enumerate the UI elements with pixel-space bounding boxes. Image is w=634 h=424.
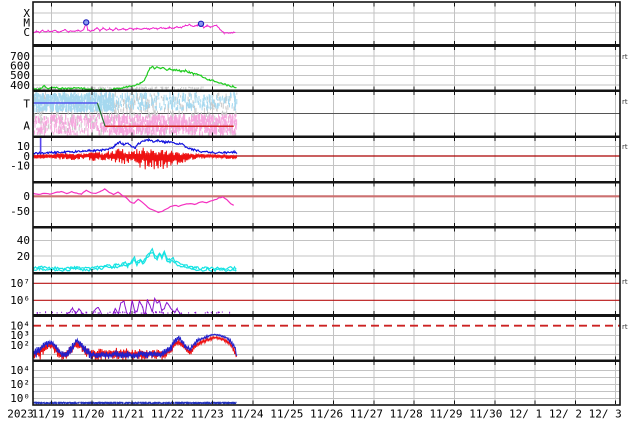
y-tick-label-proton: 10⁴ — [10, 320, 30, 333]
x-tick-label: 11/28 — [390, 408, 423, 421]
y-tick-label-xray: X — [23, 7, 30, 20]
y-tick-label-speed: 500 — [10, 69, 30, 82]
y-tick-label-density: 40 — [17, 234, 30, 247]
y-tick-label-density: 20 — [17, 250, 30, 263]
panel-bz — [33, 137, 620, 170]
y-tick-label-dst: -50 — [10, 205, 30, 218]
realtime-annotation: rt — [622, 98, 628, 106]
y-tick-label-sector: A — [23, 120, 30, 133]
series-sector-toward-scatter-sparse — [115, 92, 238, 111]
series-density-a — [33, 247, 237, 271]
y-tick-label-hep: 10⁰ — [10, 392, 30, 405]
series-sector-away-scatter-dense — [102, 113, 238, 136]
y-tick-label-bz: 0 — [23, 150, 30, 163]
series-solar-wind-speed — [33, 65, 237, 91]
plot-frame — [32, 1, 621, 406]
panel-electron — [33, 282, 620, 315]
realtime-annotation: rt — [622, 143, 628, 151]
panel-sector — [33, 91, 620, 136]
x-tick-label: 11/25 — [270, 408, 303, 421]
panel-dst — [33, 188, 620, 214]
y-tick-label-speed: 400 — [10, 79, 30, 92]
x-tick-label: 11/19 — [31, 408, 64, 421]
series-hep-flux — [33, 401, 237, 405]
x-tick-label: 11/27 — [350, 408, 383, 421]
flare-marker — [82, 19, 90, 26]
y-tick-label-speed: 700 — [10, 50, 30, 63]
y-tick-label-proton: 10² — [10, 339, 30, 352]
x-tick-label: 11/22 — [151, 408, 184, 421]
y-tick-label-hep: 10⁴ — [10, 364, 30, 377]
series-proton-blue — [33, 333, 238, 359]
y-axis-labels: XMC700600500400TA100-100-50402010⁷10⁶10⁴… — [10, 7, 30, 405]
panel-speed — [33, 55, 620, 91]
y-tick-label-bz: -10 — [10, 160, 30, 173]
y-tick-label-xray: M — [23, 16, 30, 29]
x-tick-label: 11/26 — [310, 408, 343, 421]
series-xray-flux — [33, 21, 236, 36]
realtime-annotation: rt — [622, 323, 628, 331]
x-tick-label: 12/ 2 — [549, 408, 582, 421]
panel-hep — [33, 369, 620, 405]
x-tick-label: 12/ 3 — [589, 408, 622, 421]
y-tick-label-speed: 600 — [10, 60, 30, 73]
x-tick-label: 11/24 — [230, 408, 263, 421]
right-annotations: rt rt rt rt rt — [622, 53, 628, 331]
y-tick-label-hep: 10² — [10, 378, 30, 391]
series-density-b — [33, 251, 237, 273]
x-tick-label: 11/23 — [191, 408, 224, 421]
y-tick-label-proton: 10³ — [10, 329, 30, 342]
series-sector-toward-scatter-dense — [33, 92, 115, 113]
x-tick-label: 11/21 — [111, 408, 144, 421]
realtime-annotation: rt — [622, 53, 628, 61]
series-sector-transition-line — [96, 102, 106, 127]
panel-xray — [33, 12, 620, 36]
panel-proton — [33, 324, 620, 361]
x-tick-label: 11/20 — [71, 408, 104, 421]
flare-marker — [197, 20, 205, 27]
panel-boundaries — [33, 44, 620, 363]
realtime-annotation: rt — [622, 278, 628, 286]
x-tick-label: 11/30 — [469, 408, 502, 421]
x-tick-label: 11/29 — [429, 408, 462, 421]
y-tick-label-electron: 10⁶ — [10, 294, 30, 307]
x-tick-label: 12/ 1 — [509, 408, 542, 421]
series-electron-baseline-dots — [36, 311, 231, 314]
series-bz-south — [33, 147, 238, 170]
series-bt-total — [33, 137, 238, 156]
series-dst-index — [33, 188, 234, 214]
year-label: 2023 — [7, 408, 34, 421]
y-tick-label-dst: 0 — [23, 190, 30, 203]
y-tick-label-electron: 10⁷ — [10, 277, 30, 290]
y-tick-label-bz: 10 — [17, 140, 30, 153]
panel-density — [33, 239, 620, 273]
y-tick-label-sector: T — [23, 98, 30, 111]
day-gridlines — [51, 2, 617, 405]
series-electron-flux — [63, 296, 226, 315]
y-tick-label-xray: C — [23, 26, 30, 39]
day-ticks — [51, 3, 617, 404]
